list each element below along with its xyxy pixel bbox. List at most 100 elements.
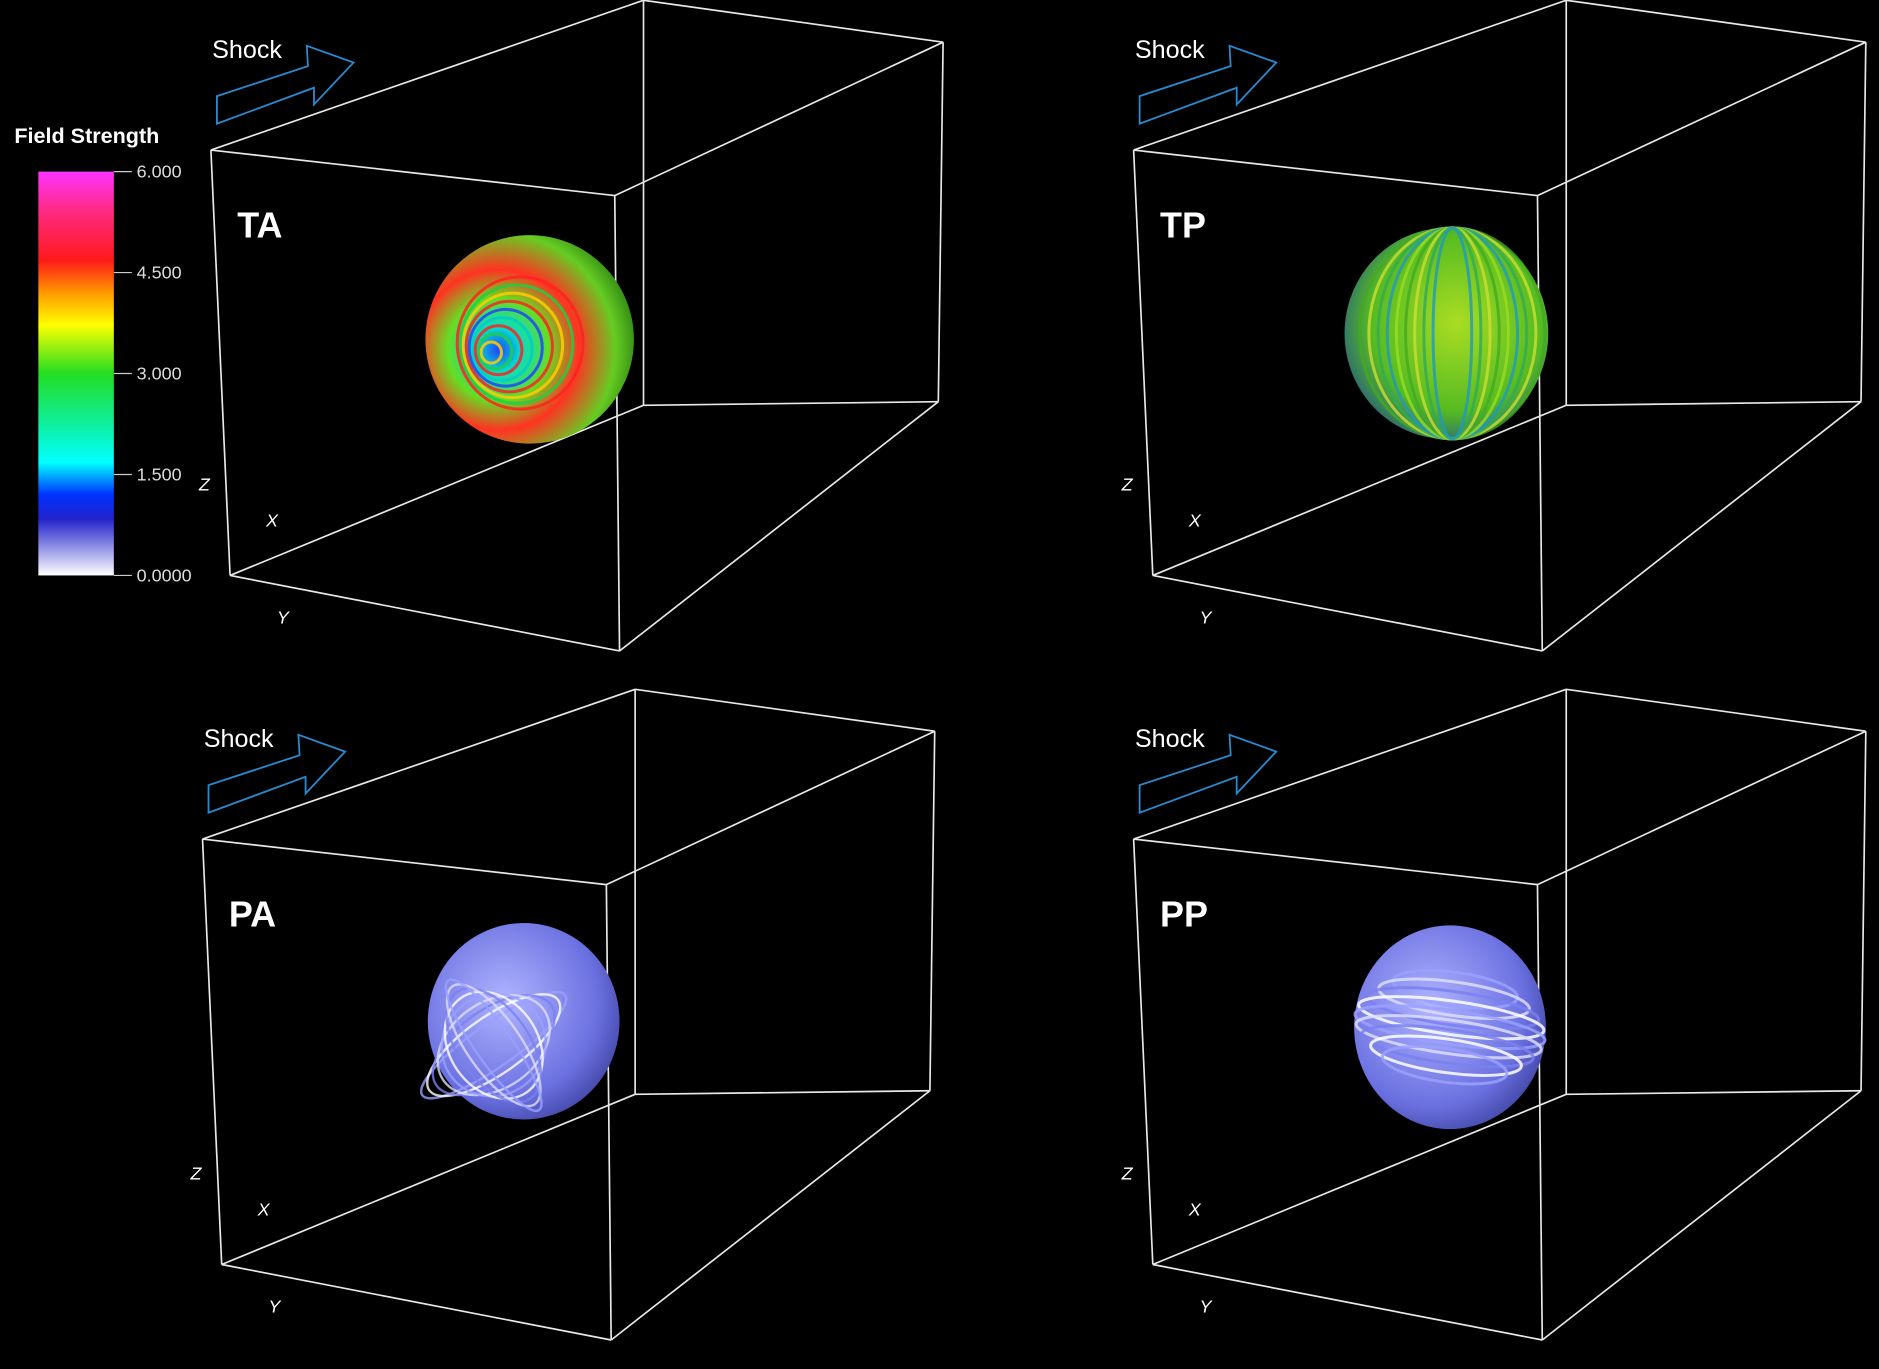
box-edge	[202, 838, 607, 886]
box-edge	[221, 1093, 636, 1266]
box-edge	[1566, 400, 1862, 407]
panel: Shock TP Z X Y	[1121, 0, 1867, 652]
box-edge	[210, 150, 231, 576]
sphere-body	[427, 922, 620, 1120]
box-edge	[1537, 730, 1867, 886]
field-line	[464, 299, 554, 394]
field-line	[1353, 1004, 1547, 1051]
field-line	[455, 275, 585, 411]
box-edge	[221, 1263, 612, 1341]
axis-y: Y	[268, 1296, 282, 1316]
field-line	[461, 291, 565, 400]
box-edge	[643, 400, 939, 407]
box-edge	[606, 730, 936, 886]
field-sphere	[419, 922, 620, 1120]
shock-arrow	[216, 44, 356, 125]
box-edge	[1566, 0, 1866, 44]
axis-z: Z	[1121, 474, 1134, 494]
colorbar: Field Strength 6.000 4.500 3.000 1.500 0.000…	[14, 123, 191, 586]
colorbar-ticks: 6.000 4.500 3.000 1.500 0.0000	[113, 162, 192, 585]
panel: Shock PP Z X Y	[1121, 688, 1867, 1341]
box-edge	[201, 839, 223, 1265]
box-edge	[229, 404, 644, 577]
colorbar-gradient	[38, 171, 114, 576]
axis-z: Z	[190, 1163, 203, 1183]
field-line	[445, 983, 542, 1108]
box-edge	[937, 42, 944, 402]
box-edge	[635, 688, 935, 733]
field-sphere	[1344, 226, 1549, 441]
field-line	[444, 978, 543, 1113]
field-line	[467, 307, 544, 388]
field-line	[473, 324, 524, 377]
box-edge	[1133, 838, 1538, 886]
field-line	[419, 990, 568, 1100]
axis-x: X	[265, 510, 279, 530]
axis-y: Y	[1200, 607, 1214, 627]
axis-z: Z	[198, 474, 211, 494]
box-edge	[1132, 150, 1154, 576]
axis-x: X	[1188, 1199, 1202, 1219]
shock-label: Shock	[1135, 36, 1205, 64]
box-edge	[210, 0, 644, 151]
field-line	[1431, 226, 1474, 441]
field-line	[476, 332, 514, 371]
colorbar-tick-label: 4.500	[137, 263, 182, 283]
shock-label: Shock	[204, 725, 274, 753]
box-edge	[1536, 884, 1544, 1341]
box-edge	[1537, 41, 1867, 197]
field-line	[1359, 1024, 1535, 1069]
box-edge	[1133, 688, 1567, 840]
field-line	[431, 994, 556, 1097]
panel: Shock PA Z X Y	[190, 688, 936, 1341]
shock-label: Shock	[212, 36, 282, 64]
box-edge	[210, 149, 615, 197]
box-edge	[229, 574, 620, 652]
shock-arrow	[1138, 44, 1278, 125]
field-line	[470, 316, 534, 382]
axis-x: X	[257, 1199, 271, 1219]
field-sphere	[1353, 925, 1547, 1130]
field-line	[440, 992, 547, 1098]
field-line	[1369, 1034, 1523, 1077]
sphere-body	[1354, 925, 1546, 1130]
box-edge	[1541, 401, 1862, 652]
shock-arrow	[1138, 733, 1278, 815]
field-sphere	[425, 235, 634, 444]
shock-arrow	[207, 733, 347, 815]
box-edge	[1566, 1089, 1862, 1096]
field-line	[1365, 986, 1541, 1031]
panel-label: PA	[229, 894, 276, 935]
box-edge	[1133, 149, 1538, 197]
axis-z: Z	[1121, 1163, 1134, 1183]
shock-label: Shock	[1135, 725, 1205, 753]
colorbar-tick-label: 1.500	[137, 464, 182, 484]
panel: Shock TA Z X Y	[198, 0, 944, 652]
panel-label: PP	[1160, 894, 1208, 935]
field-line	[1380, 1044, 1509, 1086]
box-edge	[202, 688, 636, 840]
panel-label: TA	[237, 205, 282, 246]
colorbar-tick-label: 6.000	[137, 162, 182, 182]
box-edge	[614, 41, 944, 197]
panel-label: TP	[1160, 205, 1206, 246]
box-edge	[1152, 1263, 1543, 1341]
colorbar-tick-label: 0.0000	[137, 565, 192, 585]
box-edge	[635, 1089, 930, 1096]
box-edge	[929, 731, 936, 1091]
field-line	[436, 994, 551, 1097]
box-edge	[1860, 731, 1867, 1091]
field-line	[1354, 1014, 1543, 1060]
axis-y: Y	[277, 607, 291, 627]
colorbar-title: Field Strength	[14, 123, 159, 148]
box-edge	[1133, 0, 1567, 151]
field-line	[479, 340, 504, 365]
box-edge	[1536, 195, 1544, 651]
field-line	[445, 987, 543, 1104]
field-line	[426, 993, 562, 1098]
colorbar-tick-label: 3.000	[137, 364, 182, 384]
box-edge	[619, 401, 939, 652]
box-edge	[613, 195, 621, 651]
field-line	[1357, 995, 1546, 1041]
